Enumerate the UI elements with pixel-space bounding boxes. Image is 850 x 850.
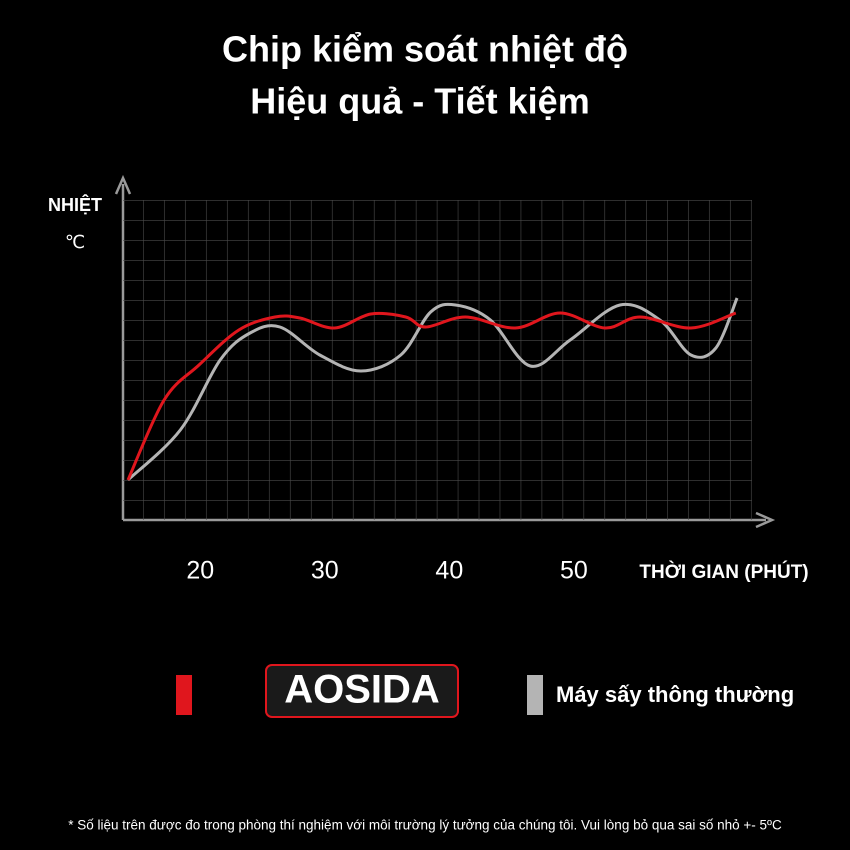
- grid: [123, 200, 752, 520]
- legend-swatch: [527, 675, 543, 715]
- legend-box: [265, 664, 459, 718]
- x-axis-label: THỜI GIAN (PHÚT): [639, 561, 808, 583]
- legend-label: AOSIDA: [284, 668, 440, 712]
- y-axis-unit: ℃: [65, 232, 85, 252]
- x-tick-label: 40: [435, 557, 463, 585]
- legend-label: Máy sấy thông thường: [556, 682, 794, 707]
- legend-swatch: [176, 675, 192, 715]
- x-tick-label: 20: [186, 557, 214, 585]
- plot-area: [123, 200, 752, 520]
- footnote: * Số liệu trên được đo trong phòng thí n…: [68, 818, 782, 833]
- y-axis-label: NHIỆT: [48, 194, 102, 215]
- chart-subtitle: Hiệu quả - Tiết kiệm: [250, 81, 589, 122]
- series-line: [126, 311, 737, 481]
- x-tick-label: 50: [560, 557, 588, 585]
- x-tick-label: 30: [311, 557, 339, 585]
- legend: AOSIDA Máy sấy thông thường: [176, 664, 794, 718]
- chart-title: Chip kiểm soát nhiệt độ: [222, 29, 628, 70]
